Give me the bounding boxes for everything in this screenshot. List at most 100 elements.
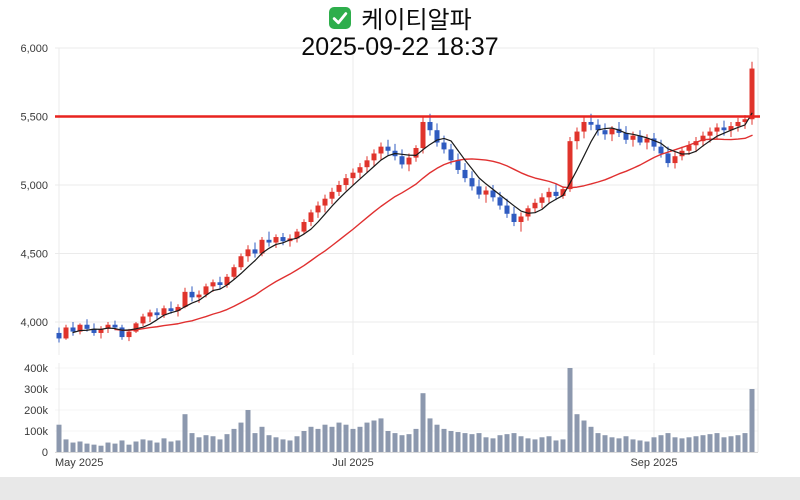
volume-bar — [252, 433, 258, 452]
volume-bar — [504, 434, 510, 452]
volume-bar — [700, 435, 706, 452]
volume-bar — [308, 426, 314, 452]
candle — [196, 294, 202, 298]
candle — [658, 146, 664, 154]
volume-bar — [630, 439, 636, 452]
candle — [532, 202, 538, 209]
volume-bar — [112, 443, 118, 452]
volume-bar — [259, 426, 265, 452]
volume-bar — [707, 434, 713, 452]
candle — [336, 185, 342, 192]
candle — [455, 160, 461, 170]
candle — [686, 145, 692, 151]
volume-bar — [343, 424, 349, 452]
volume-bar — [609, 437, 615, 452]
candle — [315, 205, 321, 213]
volume-bar — [287, 440, 293, 452]
candle — [560, 189, 566, 196]
candle — [175, 306, 181, 312]
candle — [371, 153, 377, 161]
candle — [469, 178, 475, 187]
volume-bar — [301, 431, 307, 452]
candle — [707, 131, 713, 136]
volume-bar — [406, 434, 412, 452]
candle — [518, 216, 524, 222]
volume-bar — [616, 438, 622, 452]
volume-bar — [203, 435, 209, 452]
volume-bar — [651, 437, 657, 452]
volume-bar — [448, 431, 454, 452]
volume-bar — [266, 435, 272, 452]
candle — [462, 169, 468, 179]
candle — [252, 249, 258, 254]
candle — [672, 156, 678, 164]
candle — [259, 239, 265, 254]
volume-bar — [399, 435, 405, 452]
volume-bar — [511, 433, 517, 452]
candle — [714, 127, 720, 132]
volume-bar — [714, 433, 720, 452]
candle — [581, 121, 587, 132]
candle — [343, 178, 349, 185]
candle — [700, 135, 706, 142]
volume-bar — [413, 428, 419, 452]
svg-text:400k: 400k — [24, 363, 48, 375]
volume-bar — [595, 433, 601, 452]
title-row: 케이티알파 — [0, 2, 800, 34]
candle — [399, 156, 405, 165]
candle — [182, 291, 188, 307]
axis-labels: 6,000 5,500 5,000 4,500 4,000 400k 300k 200k 100… — [20, 43, 677, 469]
candle — [161, 308, 167, 316]
volume-bar — [455, 432, 461, 452]
volume-bar — [490, 438, 496, 452]
volume-bar — [749, 389, 755, 452]
volume-bar — [84, 443, 90, 452]
volume-bar — [364, 422, 370, 452]
volume-bar — [665, 433, 671, 452]
candle — [434, 130, 440, 143]
check-icon — [328, 6, 352, 30]
candle — [56, 332, 62, 339]
candle — [126, 331, 132, 338]
candle — [378, 146, 384, 154]
volume-bar — [357, 426, 363, 452]
svg-text:4,500: 4,500 — [20, 249, 48, 261]
volume-bar — [378, 418, 384, 452]
volume-bar — [140, 439, 146, 452]
volume-bar — [644, 441, 650, 452]
volume-bar — [210, 436, 216, 452]
volume-bar — [546, 436, 552, 452]
x-axis-month-label: Sep 2025 — [630, 457, 677, 469]
volume-bar — [427, 418, 433, 452]
volume-bar — [182, 414, 188, 452]
candle — [623, 132, 629, 140]
candle — [511, 213, 517, 222]
candle — [525, 208, 531, 217]
volume-bar — [497, 435, 503, 452]
candle — [728, 126, 734, 131]
candle — [329, 191, 335, 199]
candle — [588, 121, 594, 125]
volume-bar — [371, 420, 377, 452]
volume-bar — [77, 441, 83, 452]
candle — [721, 127, 727, 131]
volume-bar — [91, 444, 97, 452]
candle — [273, 237, 279, 243]
candle — [70, 327, 76, 332]
volume-bar — [238, 422, 244, 452]
volume-bar — [672, 437, 678, 452]
bottom-scrollbar-band — [0, 477, 800, 500]
volume-bar — [189, 433, 195, 452]
candlestick-series — [56, 61, 755, 343]
volume-bar — [623, 436, 629, 452]
candle — [742, 119, 748, 122]
volume-bar — [483, 437, 489, 452]
candle — [224, 276, 230, 286]
bottom-band — [0, 477, 800, 500]
candle — [266, 239, 272, 243]
volume-bar — [392, 433, 398, 452]
candle — [441, 142, 447, 150]
candle — [406, 157, 412, 165]
